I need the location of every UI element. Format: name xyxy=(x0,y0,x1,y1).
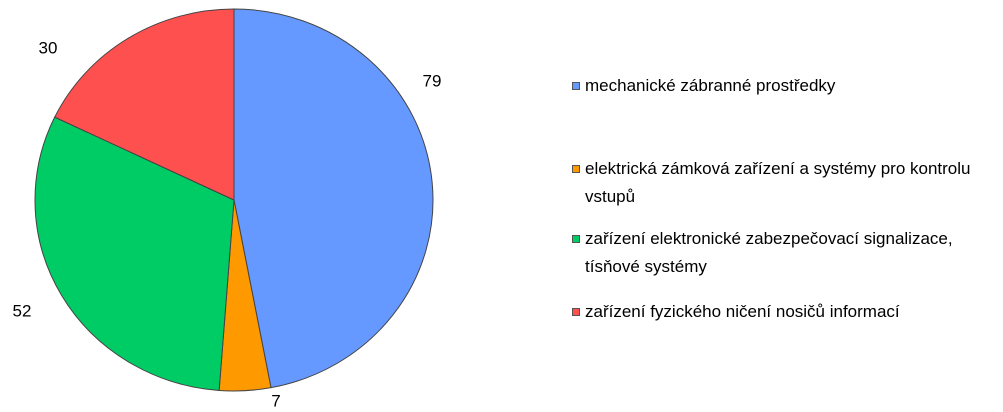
data-label: 7 xyxy=(271,391,280,410)
legend-swatch xyxy=(572,82,580,90)
legend-swatch xyxy=(572,165,580,173)
pie-slice xyxy=(54,8,235,201)
legend-item: mechanické zábranné prostředky xyxy=(572,72,997,100)
legend-label: mechanické zábranné prostředky xyxy=(585,76,836,95)
pie-slice xyxy=(34,116,235,392)
data-label: 30 xyxy=(39,38,58,57)
data-label: 52 xyxy=(13,301,32,320)
legend-item: zařízení fyzického ničení nosičů informa… xyxy=(572,298,997,326)
legend-label: zařízení elektronické zabezpečovací sign… xyxy=(585,229,953,276)
legend-label: zařízení fyzického ničení nosičů informa… xyxy=(585,302,900,321)
legend-label: elektrická zámková zařízení a systémy pr… xyxy=(585,159,971,206)
legend-swatch xyxy=(572,235,580,243)
legend-item: zařízení elektronické zabezpečovací sign… xyxy=(572,225,997,281)
legend-swatch xyxy=(572,308,580,316)
data-label: 79 xyxy=(423,71,442,90)
pie-slice xyxy=(233,8,434,389)
legend-item: elektrická zámková zařízení a systémy pr… xyxy=(572,155,997,211)
